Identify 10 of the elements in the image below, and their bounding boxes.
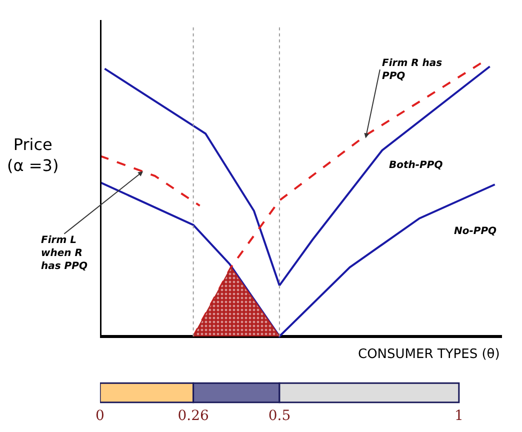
x-tick-label: 1 bbox=[454, 408, 464, 424]
text: No-PPQ bbox=[454, 226, 498, 237]
series-label: Both-PPQ bbox=[389, 160, 444, 171]
series-label: Firm R has PPQ bbox=[382, 58, 442, 82]
y-axis-title: Price (α =3) bbox=[7, 135, 59, 175]
x-axis-title: CONSUMER TYPES (θ) bbox=[358, 347, 500, 362]
text: Firm L when R has PPQ bbox=[41, 235, 88, 272]
x-tick-label: 0.26 bbox=[178, 408, 209, 424]
x-tick-label: 0.5 bbox=[268, 408, 291, 424]
x-tick-label: 0 bbox=[96, 408, 104, 424]
